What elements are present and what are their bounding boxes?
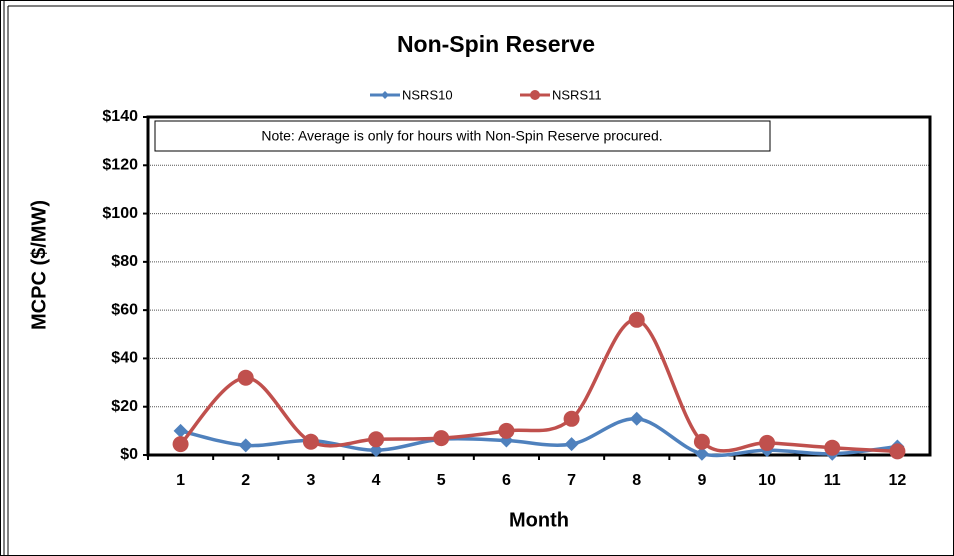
legend-label: NSRS11 [552, 87, 602, 102]
point [498, 422, 515, 439]
note: Note: Average is only for hours with Non… [261, 128, 662, 144]
point [172, 436, 189, 453]
point [237, 369, 254, 386]
x-tick-label: 9 [697, 472, 706, 489]
y-tick-label: $140 [102, 108, 138, 125]
legend-label: NSRS10 [402, 87, 453, 102]
x-tick-label: 1 [176, 472, 185, 489]
point [563, 410, 580, 427]
y-tick-label: $20 [111, 398, 138, 415]
y-tick-label: $40 [111, 350, 138, 367]
y-tick-label: $100 [102, 205, 138, 222]
point [302, 433, 319, 450]
point [759, 434, 776, 451]
x-axis-label: Month [509, 509, 569, 531]
x-tick-label: 4 [372, 472, 381, 489]
x-tick-label: 11 [824, 472, 841, 489]
series-line [180, 417, 898, 458]
point [369, 443, 384, 458]
point [889, 443, 906, 460]
point [693, 433, 710, 450]
point [629, 411, 644, 426]
point [173, 423, 188, 438]
x-tick-label: 7 [567, 472, 576, 489]
legend-marker [530, 90, 540, 100]
point [368, 431, 385, 448]
y-tick-label: $0 [120, 446, 138, 463]
point [433, 430, 450, 447]
x-tick-label: 8 [632, 472, 641, 489]
chart-title: Non-Spin Reserve [397, 31, 595, 57]
y-axis-label: MCPC ($/MW) [28, 200, 50, 330]
x-tick-label: 2 [241, 472, 250, 489]
point [238, 438, 253, 453]
point [694, 446, 709, 461]
x-tick-label: 5 [437, 472, 446, 489]
point [824, 439, 841, 456]
point [564, 437, 579, 452]
note-box [154, 120, 771, 152]
plot-area [146, 115, 932, 457]
y-tick-label: $120 [102, 157, 138, 174]
point [628, 311, 645, 328]
x-tick-label: 10 [758, 472, 776, 489]
series-line [179, 318, 898, 454]
x-tick-label: 12 [889, 472, 907, 489]
x-tick-label: 6 [502, 472, 511, 489]
y-tick-label: $60 [111, 301, 138, 318]
x-tick-label: 3 [306, 472, 315, 489]
y-tick-label: $80 [111, 253, 138, 270]
legend-marker [381, 91, 389, 99]
